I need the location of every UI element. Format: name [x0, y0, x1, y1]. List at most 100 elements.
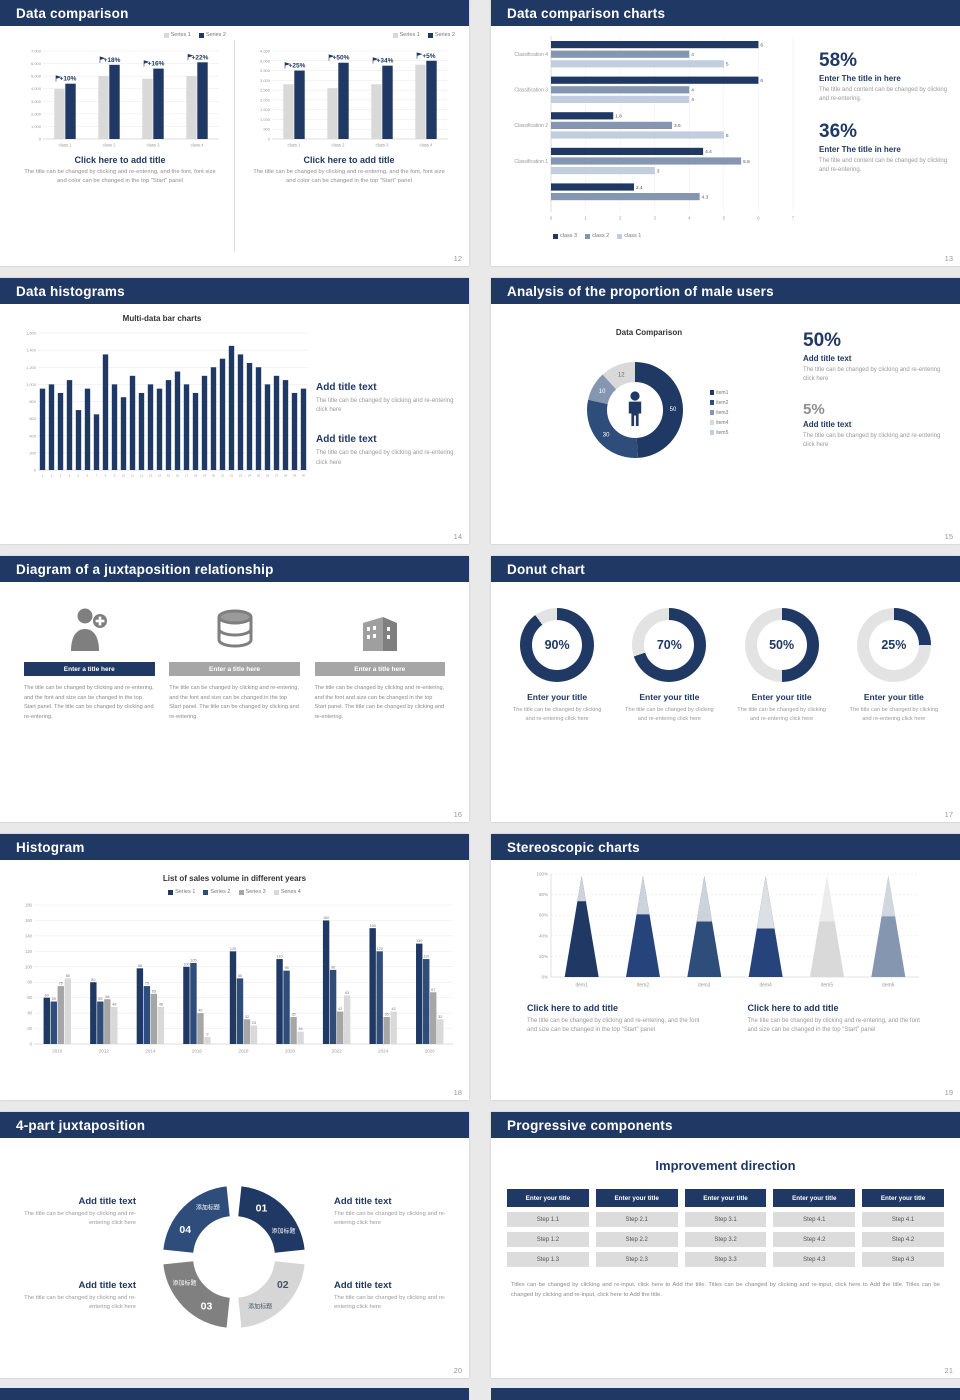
svg-text:3: 3	[657, 168, 660, 174]
legend-swatch	[273, 889, 279, 895]
svg-text:11: 11	[131, 474, 134, 478]
slide-title: Donut chart	[507, 561, 585, 577]
chart-legend: item1 item2 item3 item4 item5	[709, 390, 728, 436]
svg-text:96: 96	[331, 965, 335, 969]
footer-note: Titles can be changed by clicking and re…	[511, 1282, 940, 1298]
donut-column: 90% Enter your title The title can be chan…	[505, 608, 608, 822]
legend-label: Series 3	[245, 889, 266, 895]
step-item[interactable]: Step 4.1	[773, 1212, 856, 1227]
column-title-button[interactable]: Enter your title	[684, 1189, 767, 1207]
title-bar[interactable]: Enter a title here	[314, 662, 445, 676]
step-item[interactable]: Step 4.1	[862, 1212, 944, 1227]
slide-body: Data Comparison 50 30 10 12 item1 item2 item3…	[491, 304, 960, 544]
svg-text:95: 95	[284, 966, 288, 970]
step-item[interactable]: Step 1.1	[507, 1212, 589, 1227]
svg-text:1.8: 1.8	[615, 114, 622, 120]
svg-text:80: 80	[27, 980, 32, 985]
slide-title: Diagram of a juxtaposition relationship	[16, 561, 274, 577]
block-title: Click here to add title	[747, 1003, 839, 1013]
slide-title: Progressive components	[507, 1117, 673, 1133]
svg-text:100: 100	[25, 964, 33, 969]
svg-text:5: 5	[723, 216, 726, 221]
step-item[interactable]: Step 1.3	[507, 1252, 589, 1267]
svg-text:2: 2	[51, 474, 53, 478]
slide-header: Data histograms	[0, 278, 469, 304]
stat-value: 5%	[803, 400, 825, 418]
svg-text:+10%: +10%	[60, 76, 77, 83]
chart-legend: class 3 class 2 class 1	[553, 233, 813, 239]
svg-text:85: 85	[66, 974, 70, 978]
left-comparison-panel: Series 1 Series 2 0 1,000 2,000 3,000 4,000 5,0…	[6, 30, 234, 262]
slide-donut-chart[interactable]: Donut chart 90% Enter your title The title…	[491, 556, 960, 822]
slide-juxtaposition-diagram[interactable]: Diagram of a juxtaposition relationship …	[0, 556, 469, 822]
legend-item: Series 1	[163, 32, 191, 38]
text-block: Add title text The title can be changed b…	[316, 382, 455, 416]
svg-text:40: 40	[198, 1009, 202, 1013]
donut-ring: 50%	[744, 608, 819, 682]
slide-header: Stereoscopic charts	[491, 834, 960, 860]
svg-text:4: 4	[688, 216, 691, 221]
slide-data-comparison[interactable]: Data comparison Series 1 Series 2 0 1,000 2,…	[0, 0, 469, 266]
step-item[interactable]: Step 1.2	[507, 1232, 589, 1247]
title-bar[interactable]: Enter a title here	[24, 662, 155, 676]
svg-text:40%: 40%	[538, 933, 547, 938]
slide-stereoscopic-charts[interactable]: Stereoscopic charts 100% 80% 60% 40% 20% 0% it…	[491, 834, 960, 1100]
column-title-button[interactable]: Enter your title	[773, 1189, 856, 1207]
next-slide-header-right	[491, 1388, 960, 1400]
slide-header: Analysis of the proportion of male users	[491, 278, 960, 304]
step-item[interactable]: Step 2.2	[595, 1232, 678, 1247]
slide-body: 01 添加标题 02 添加标题 03 添加标题 04 添加标题 Add title text T…	[0, 1138, 469, 1378]
step-item[interactable]: Step 4.3	[773, 1252, 856, 1267]
slide-progressive-components[interactable]: Progressive components Improvement direc…	[491, 1112, 960, 1378]
stat-title: Enter The title in here	[819, 74, 901, 83]
legend-item: item3	[709, 410, 728, 416]
legend-item: item1	[709, 390, 728, 396]
svg-text:100: 100	[183, 962, 189, 966]
svg-text:4,000: 4,000	[260, 58, 271, 63]
svg-text:1,600: 1,600	[26, 331, 37, 336]
title-bar[interactable]: Enter a title here	[169, 662, 300, 676]
svg-text:21: 21	[221, 474, 225, 478]
svg-text:5: 5	[726, 62, 729, 68]
step-item[interactable]: Step 3.1	[684, 1212, 767, 1227]
step-item[interactable]: Step 4.2	[862, 1232, 944, 1247]
slide-title: Data histograms	[16, 283, 125, 299]
column-title-button[interactable]: Enter your title	[595, 1189, 678, 1207]
svg-text:2024: 2024	[378, 1049, 389, 1054]
step-item[interactable]: Step 3.3	[684, 1252, 767, 1267]
step-item[interactable]: Step 4.2	[773, 1232, 856, 1247]
svg-text:添加标题: 添加标题	[172, 1279, 196, 1287]
stat-title: Add title text	[803, 419, 852, 429]
column-title-button[interactable]: Enter your title	[862, 1189, 944, 1207]
slide-male-users-proportion[interactable]: Analysis of the proportion of male users…	[491, 278, 960, 544]
svg-text:4: 4	[691, 52, 694, 58]
svg-text:26: 26	[266, 474, 270, 478]
step-item[interactable]: Step 2.1	[595, 1212, 678, 1227]
svg-text:item2: item2	[636, 983, 648, 989]
svg-text:5: 5	[726, 133, 729, 139]
svg-text:35: 35	[291, 1013, 295, 1017]
block-title: Click here to add title	[74, 155, 166, 165]
svg-text:500: 500	[263, 127, 270, 132]
juxtaposition-column: Enter a title here The title can be chang…	[24, 602, 155, 822]
slide-data-comparison-charts[interactable]: Data comparison charts 0 1 2 3 4 5 6 7 6 4 5 Classi…	[491, 0, 960, 266]
step-item[interactable]: Step 3.2	[684, 1232, 767, 1247]
block-body: The title can be changed by clicking and…	[24, 1295, 136, 1311]
legend-item: Series 4	[273, 889, 301, 895]
column-title-button[interactable]: Enter your title	[507, 1189, 589, 1207]
svg-text:80: 80	[91, 978, 95, 982]
svg-text:42: 42	[338, 1007, 342, 1011]
slide-histogram[interactable]: Histogram List of sales volume in differ…	[0, 834, 469, 1100]
svg-text:item6: item6	[882, 983, 894, 989]
svg-text:120: 120	[230, 947, 236, 951]
svg-text:3: 3	[654, 216, 657, 221]
legend-label: Series 1	[399, 32, 420, 38]
donut-column: 70% Enter your title The title can be chan…	[618, 608, 721, 822]
slide-4-part-juxtaposition[interactable]: 4-part juxtaposition 01 添加标题 02 添加标题 03 添加标题 0…	[0, 1112, 469, 1378]
slide-data-histograms[interactable]: Data histograms Multi-data bar charts 0 2…	[0, 278, 469, 544]
svg-text:12: 12	[618, 373, 625, 379]
progress-column: Enter your title Step 4.1 Step 4.2 Step 4.3	[773, 1189, 856, 1267]
step-item[interactable]: Step 4.3	[862, 1252, 944, 1267]
stats-panel: 50% Add title text The title can be change…	[799, 308, 952, 544]
step-item[interactable]: Step 2.3	[595, 1252, 678, 1267]
